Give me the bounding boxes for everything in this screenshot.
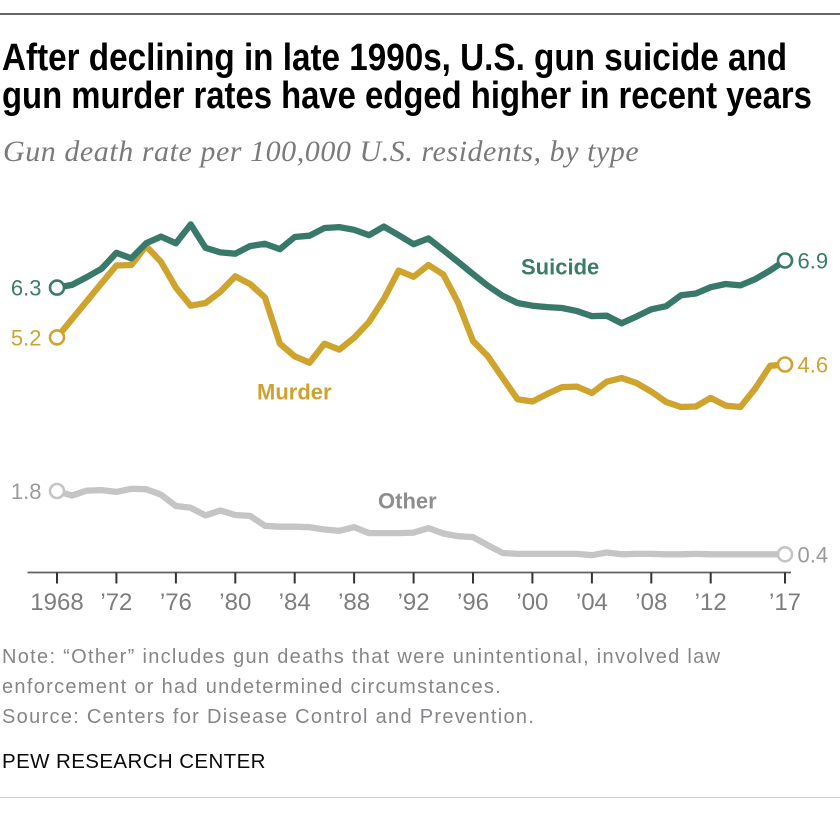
svg-text:’80: ’80: [219, 589, 251, 616]
svg-text:’84: ’84: [279, 589, 311, 616]
svg-text:’76: ’76: [160, 589, 192, 616]
svg-text:’92: ’92: [398, 589, 430, 616]
svg-text:’17: ’17: [769, 589, 801, 616]
svg-text:’72: ’72: [100, 589, 132, 616]
svg-text:5.2: 5.2: [11, 325, 42, 350]
svg-text:4.6: 4.6: [798, 353, 829, 378]
svg-text:’88: ’88: [338, 589, 370, 616]
svg-text:Other: Other: [378, 489, 437, 514]
svg-text:’96: ’96: [457, 589, 489, 616]
svg-text:’08: ’08: [635, 589, 667, 616]
svg-text:6.3: 6.3: [11, 276, 42, 301]
svg-text:1968: 1968: [30, 589, 83, 616]
svg-text:’00: ’00: [516, 589, 548, 616]
svg-text:’04: ’04: [576, 589, 608, 616]
svg-text:’12: ’12: [695, 589, 727, 616]
svg-text:6.9: 6.9: [798, 249, 829, 274]
svg-text:Murder: Murder: [257, 379, 332, 404]
svg-text:1.8: 1.8: [11, 479, 42, 504]
svg-text:Suicide: Suicide: [521, 254, 599, 279]
svg-text:0.4: 0.4: [798, 542, 829, 567]
